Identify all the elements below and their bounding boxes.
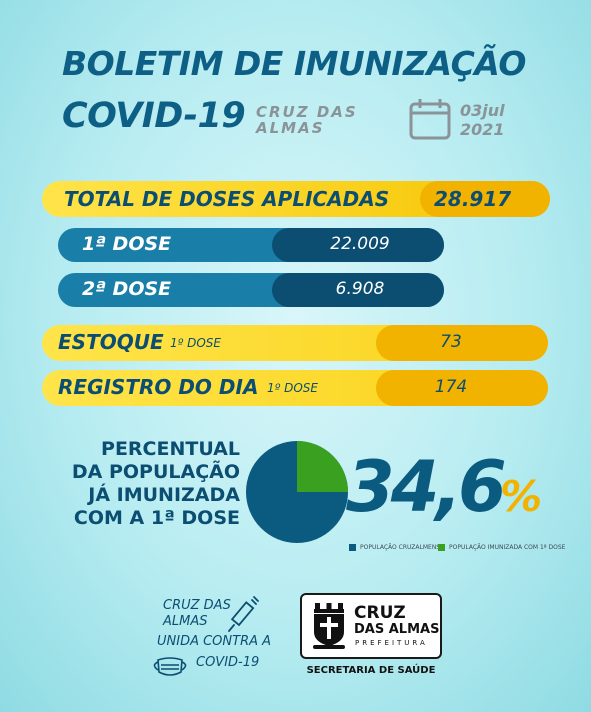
- stock-sub-label: 1º DOSE: [170, 336, 221, 350]
- total-doses-value: 28.917: [434, 187, 512, 211]
- percent-line-1: PERCENTUAL: [101, 438, 240, 460]
- percent-line-2: DA POPULAÇÃO: [71, 461, 240, 483]
- legend-swatch-immunized: [438, 544, 445, 551]
- daily-record-value: 174: [434, 377, 468, 397]
- city-name: CRUZ DAS ALMAS: [256, 104, 358, 136]
- legend-swatch-population: [349, 544, 356, 551]
- bulletin-date: 03jul 2021: [460, 101, 505, 139]
- legend-immunized: POPULAÇÃO IMUNIZADA COM 1ª DOSE: [438, 544, 565, 551]
- campaign-logo: CRUZ DAS ALMAS UNIDA CONTRA A COVID-19: [150, 595, 280, 695]
- city-coat-of-arms-icon: [313, 603, 345, 649]
- percent-description: PERCENTUAL DA POPULAÇÃO JÁ IMUNIZADA COM…: [40, 438, 240, 530]
- stock-label: ESTOQUE: [58, 330, 164, 354]
- percent-line-4: COM A 1ª DOSE: [73, 507, 240, 529]
- campaign-line-1: CRUZ DAS: [163, 598, 231, 613]
- dose1-value-pill: [272, 228, 444, 262]
- total-doses-value-pill: [420, 181, 550, 217]
- health-department: SECRETARIA DE SAÚDE: [306, 665, 436, 676]
- campaign-line-4: COVID-19: [196, 655, 260, 670]
- legend-population-text: POPULAÇÃO CRUZALMENSE: [360, 544, 444, 551]
- bulletin-title: BOLETIM DE IMUNIZAÇÃO: [62, 44, 526, 83]
- legend-immunized-text: POPULAÇÃO IMUNIZADA COM 1ª DOSE: [449, 544, 566, 551]
- daily-record-label: REGISTRO DO DIA: [58, 375, 259, 399]
- total-doses-label: TOTAL DE DOSES APLICADAS: [64, 187, 390, 211]
- date-year: 2021: [460, 120, 505, 139]
- calendar-icon: [409, 99, 451, 140]
- dose2-label: 2ª DOSE: [82, 278, 172, 300]
- campaign-line-2: ALMAS: [163, 614, 208, 629]
- dose2-value-pill: [272, 273, 444, 307]
- daily-record-value-pill: [376, 370, 548, 406]
- dose1-label: 1ª DOSE: [82, 233, 172, 255]
- pie-slice-immunized: [297, 441, 348, 492]
- immunization-pie-chart: [246, 441, 348, 543]
- logo-line-3: PREFEITURA: [355, 639, 428, 647]
- stock-value-pill: [376, 325, 548, 361]
- prefeitura-logo-box: CRUZ DAS ALMAS PREFEITURA: [300, 593, 442, 659]
- covid-title: COVID-19: [62, 96, 246, 136]
- logo-line-1: CRUZ: [354, 603, 406, 623]
- percent-line-3: JÁ IMUNIZADA: [88, 484, 240, 506]
- mask-icon: [153, 657, 187, 676]
- dose2-value: 6.908: [335, 279, 385, 299]
- dose1-value: 22.009: [330, 234, 390, 254]
- date-day-month: 03jul: [460, 101, 505, 120]
- legend-population: POPULAÇÃO CRUZALMENSE: [349, 544, 444, 551]
- percent-symbol: %: [500, 472, 543, 521]
- percent-value: 34,6: [346, 446, 507, 528]
- city-line-2: ALMAS: [256, 119, 325, 137]
- logo-line-2: DAS ALMAS: [354, 622, 440, 637]
- campaign-line-3: UNIDA CONTRA A: [157, 634, 272, 649]
- stock-value: 73: [440, 332, 462, 352]
- syringe-icon: [228, 596, 259, 632]
- city-line-1: CRUZ DAS: [256, 103, 358, 121]
- daily-record-sub-label: 1º DOSE: [267, 381, 318, 395]
